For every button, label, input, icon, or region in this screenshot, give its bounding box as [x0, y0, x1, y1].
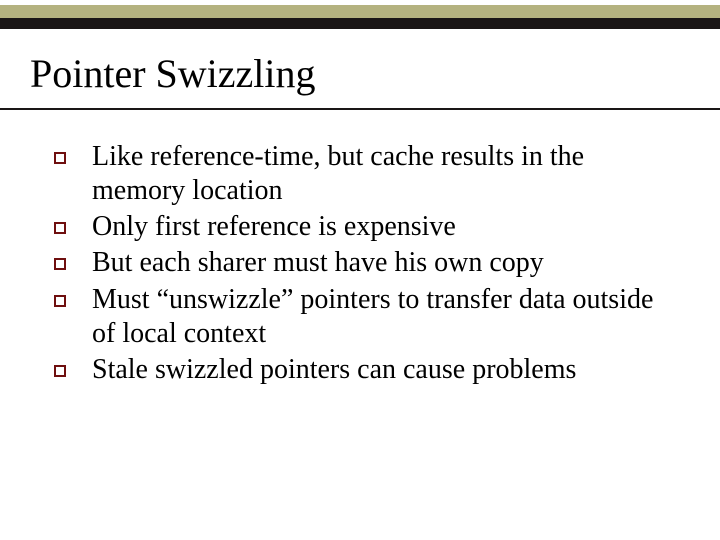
- list-item: Only first reference is expensive: [54, 210, 664, 244]
- slide-title: Pointer Swizzling: [30, 50, 316, 97]
- square-bullet-icon: [54, 152, 66, 164]
- bullet-list: Like reference-time, but cache results i…: [54, 140, 664, 389]
- bullet-text: Must “unswizzle” pointers to transfer da…: [92, 283, 664, 351]
- title-underline: [0, 108, 720, 110]
- list-item: Stale swizzled pointers can cause proble…: [54, 353, 664, 387]
- list-item: But each sharer must have his own copy: [54, 246, 664, 280]
- bullet-text: But each sharer must have his own copy: [92, 246, 544, 280]
- slide: Pointer Swizzling Like reference-time, b…: [0, 0, 720, 540]
- square-bullet-icon: [54, 222, 66, 234]
- bullet-text: Like reference-time, but cache results i…: [92, 140, 664, 208]
- top-decorative-bar: [0, 5, 720, 29]
- list-item: Like reference-time, but cache results i…: [54, 140, 664, 208]
- bullet-text: Stale swizzled pointers can cause proble…: [92, 353, 576, 387]
- top-bar-dark: [0, 18, 720, 29]
- bullet-text: Only first reference is expensive: [92, 210, 456, 244]
- list-item: Must “unswizzle” pointers to transfer da…: [54, 283, 664, 351]
- square-bullet-icon: [54, 295, 66, 307]
- square-bullet-icon: [54, 258, 66, 270]
- square-bullet-icon: [54, 365, 66, 377]
- top-bar-olive: [0, 5, 720, 18]
